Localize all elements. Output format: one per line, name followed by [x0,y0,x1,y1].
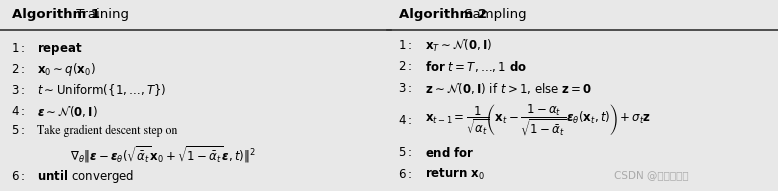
Text: $\mathbf{repeat}$: $\mathbf{repeat}$ [37,41,82,57]
Text: $\mathbf{until}$ converged: $\mathbf{until}$ converged [37,168,135,185]
Text: $\mathbf{x}_T \sim \mathcal{N}(\mathbf{0}, \mathbf{I})$: $\mathbf{x}_T \sim \mathcal{N}(\mathbf{0… [425,38,492,54]
Text: $\mathbf{x}_0 \sim q(\mathbf{x}_0)$: $\mathbf{x}_0 \sim q(\mathbf{x}_0)$ [37,61,96,78]
Text: $1:$: $1:$ [398,39,413,52]
Text: $5:$: $5:$ [11,124,26,137]
Text: $6:$: $6:$ [11,170,26,183]
Text: $\mathbf{x}_{t-1} = \dfrac{1}{\sqrt{\alpha_t}}\!\left(\mathbf{x}_t - \dfrac{1-\a: $\mathbf{x}_{t-1} = \dfrac{1}{\sqrt{\alp… [425,103,650,138]
Text: $\mathbf{for}\ t = T, \ldots, 1\ \mathbf{do}$: $\mathbf{for}\ t = T, \ldots, 1\ \mathbf… [425,59,527,74]
Text: $\nabla_\theta \|\boldsymbol{\epsilon} - \boldsymbol{\epsilon}_\theta(\sqrt{\bar: $\nabla_\theta \|\boldsymbol{\epsilon} -… [70,144,256,165]
Text: $6:$: $6:$ [398,168,413,181]
Text: Algorithm 1: Algorithm 1 [12,8,100,21]
Text: CSDN @珍妙的选择: CSDN @珍妙的选择 [614,170,689,180]
Text: $\mathbf{end\ for}$: $\mathbf{end\ for}$ [425,146,474,160]
Text: $t \sim \mathrm{Uniform}(\{1,\ldots,T\})$: $t \sim \mathrm{Uniform}(\{1,\ldots,T\})… [37,82,166,98]
Text: Algorithm 2: Algorithm 2 [399,8,487,21]
Text: $3:$: $3:$ [398,82,413,95]
Text: $2:$: $2:$ [11,63,26,76]
Text: $1:$: $1:$ [11,42,26,55]
Text: $4:$: $4:$ [11,105,26,118]
Text: $\boldsymbol{\epsilon} \sim \mathcal{N}(\mathbf{0}, \mathbf{I})$: $\boldsymbol{\epsilon} \sim \mathcal{N}(… [37,104,98,119]
Text: $\mathbf{z} \sim \mathcal{N}(\mathbf{0}, \mathbf{I})$ if $t > 1$, else $\mathbf{: $\mathbf{z} \sim \mathcal{N}(\mathbf{0},… [425,81,592,96]
Text: Training: Training [72,8,129,21]
Text: $4:$: $4:$ [398,114,413,127]
Text: $2:$: $2:$ [398,60,413,73]
Text: $5:$: $5:$ [398,146,413,159]
Text: $\mathbf{return}\ \mathbf{x}_0$: $\mathbf{return}\ \mathbf{x}_0$ [425,167,485,182]
Text: Take gradient descent step on: Take gradient descent step on [37,125,177,137]
Text: $3:$: $3:$ [11,84,26,97]
Text: Sampling: Sampling [460,8,527,21]
